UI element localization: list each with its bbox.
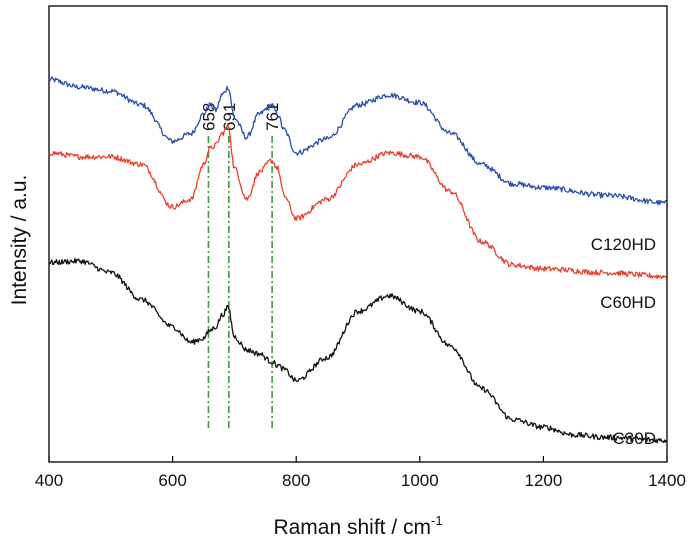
series-line-c120hd [48, 76, 667, 206]
x-tick-label: 600 [158, 471, 186, 490]
series-label-c120hd: C120HD [591, 235, 656, 254]
reference-label-761: 761 [263, 103, 282, 131]
x-axis-ticks: 400 600 800 1000 1200 1400 [35, 456, 686, 490]
y-axis-title: Intensity / a.u. [8, 175, 31, 306]
x-tick-label: 800 [282, 471, 310, 490]
x-axis-title: Raman shift / cm-1 [273, 513, 442, 539]
reference-label-691: 691 [220, 103, 239, 131]
plot-frame [48, 5, 668, 463]
x-tick-label: 1200 [524, 471, 562, 490]
x-tick-label: 1400 [648, 471, 686, 490]
series-label-c30d: C30D [613, 429, 656, 448]
series-label-c60hd: C60HD [600, 293, 656, 312]
x-axis-title-superscript: -1 [431, 513, 443, 528]
series-line-c60hd [48, 122, 667, 280]
x-tick-label: 400 [35, 471, 63, 490]
x-tick-label: 1000 [401, 471, 439, 490]
x-axis-title-text: Raman shift / cm [273, 516, 431, 539]
series-line-c30d [48, 257, 667, 444]
series-lines [48, 76, 667, 444]
reference-lines: 658 691 761 [199, 103, 282, 430]
